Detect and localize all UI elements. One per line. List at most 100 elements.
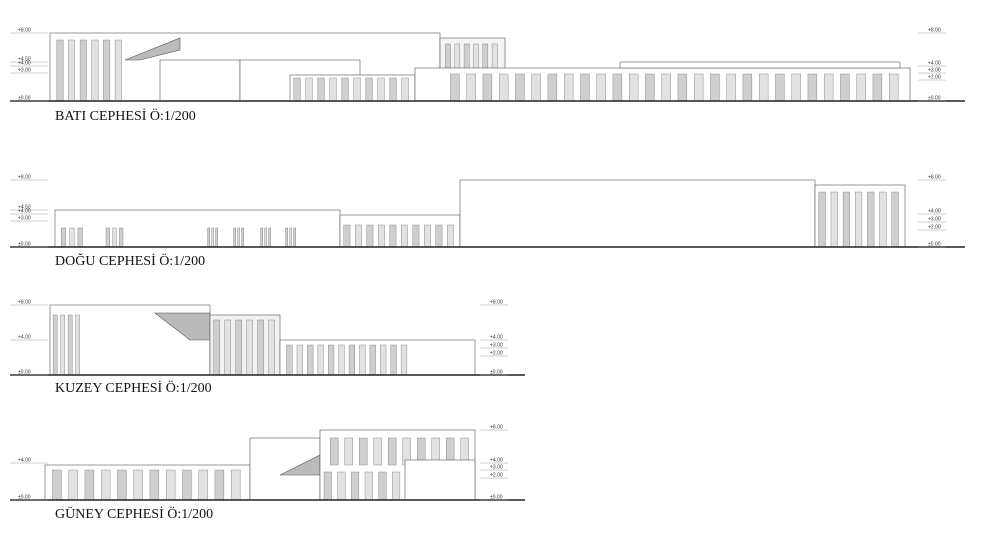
facade-panel bbox=[547, 73, 558, 102]
level-label: +3.00 bbox=[490, 464, 503, 470]
facade-panel bbox=[377, 77, 385, 102]
facade-panel bbox=[359, 344, 366, 376]
level-label: +8.00 bbox=[490, 424, 503, 430]
facade-panel bbox=[412, 224, 420, 248]
level-label: +8.00 bbox=[18, 174, 31, 180]
facade-panel bbox=[369, 344, 376, 376]
level-label: +2.00 bbox=[490, 472, 503, 478]
facade-panel bbox=[56, 39, 64, 102]
facade-panel bbox=[348, 344, 355, 376]
facade-panel bbox=[257, 319, 264, 376]
level-label: +8.00 bbox=[928, 27, 941, 33]
level-label: ±0.00 bbox=[928, 95, 941, 101]
facade-panel bbox=[338, 344, 345, 376]
elevation-title: DOĞU CEPHESİ Ö:1/200 bbox=[55, 252, 205, 269]
facade-panel bbox=[77, 227, 83, 248]
level-label: +2.00 bbox=[490, 350, 503, 356]
facade-block bbox=[404, 459, 476, 501]
facade-panel bbox=[872, 73, 883, 102]
facade-panel bbox=[482, 73, 493, 102]
facade-panel bbox=[380, 344, 387, 376]
facade-panel bbox=[105, 227, 110, 248]
level-label: +4.00 bbox=[490, 457, 503, 463]
facade-panel bbox=[91, 39, 99, 102]
facade-panel bbox=[378, 471, 387, 501]
facade-panel bbox=[450, 73, 460, 102]
level-label: ±0.00 bbox=[928, 241, 941, 247]
facade-panel bbox=[596, 73, 606, 102]
facade-panel bbox=[364, 471, 373, 501]
facade-panel bbox=[373, 437, 382, 466]
facade-panel bbox=[213, 319, 220, 376]
level-label: +4.00 bbox=[18, 457, 31, 463]
facade-panel bbox=[389, 77, 397, 102]
facade-panel bbox=[119, 227, 124, 248]
facade-panel bbox=[337, 471, 346, 501]
facade-panel bbox=[317, 77, 325, 102]
facade-panel bbox=[207, 227, 211, 248]
facade-panel bbox=[60, 314, 65, 376]
level-label: +4.00 bbox=[928, 208, 941, 214]
facade-panel bbox=[710, 73, 720, 102]
facade-panel bbox=[344, 437, 353, 466]
facade-panel bbox=[401, 224, 408, 248]
facade-panel bbox=[378, 224, 385, 248]
facade-panel bbox=[355, 224, 362, 248]
facade-panel bbox=[466, 73, 476, 102]
facade-panel bbox=[79, 39, 87, 102]
facade-panel bbox=[235, 319, 242, 376]
facade-panel bbox=[52, 469, 62, 501]
facade-panel bbox=[264, 227, 268, 248]
facade-panel bbox=[323, 471, 332, 501]
level-label: +3.00 bbox=[490, 342, 503, 348]
facade-panel bbox=[230, 469, 241, 501]
facade-panel bbox=[400, 344, 408, 376]
facade-panel bbox=[293, 77, 301, 102]
level-label: +8.00 bbox=[18, 27, 31, 33]
level-label: +2.00 bbox=[928, 224, 941, 230]
level-label: +3.00 bbox=[928, 67, 941, 73]
facade-panel bbox=[296, 344, 303, 376]
facade-panel bbox=[198, 469, 208, 501]
facade-panel bbox=[268, 227, 272, 248]
facade-panel bbox=[317, 344, 324, 376]
facade-panel bbox=[879, 191, 887, 248]
facade-panel bbox=[182, 469, 192, 501]
facade-panel bbox=[677, 73, 688, 102]
facade-block bbox=[209, 314, 281, 376]
level-label: +4.00 bbox=[18, 60, 31, 66]
facade-panel bbox=[329, 437, 339, 466]
facade-panel bbox=[52, 314, 58, 376]
facade-panel bbox=[855, 191, 863, 248]
facade-panel bbox=[807, 73, 818, 102]
facade-panel bbox=[424, 224, 431, 248]
facade-panel bbox=[117, 469, 127, 501]
facade-panel bbox=[241, 227, 245, 248]
facade-panel bbox=[103, 39, 111, 102]
facade-panel bbox=[775, 73, 785, 102]
facade-panel bbox=[353, 77, 361, 102]
facade-panel bbox=[742, 73, 753, 102]
level-label: ±0.00 bbox=[18, 494, 31, 500]
facade-panel bbox=[293, 227, 297, 248]
facade-panel bbox=[112, 227, 117, 248]
facade-panel bbox=[305, 77, 313, 102]
facade-panel bbox=[329, 77, 337, 102]
level-label: ±0.00 bbox=[18, 369, 31, 375]
facade-panel bbox=[211, 227, 215, 248]
facade-panel bbox=[69, 227, 75, 248]
facade-block bbox=[159, 59, 241, 102]
facade-panel bbox=[286, 344, 293, 376]
facade-panel bbox=[100, 469, 111, 501]
facade-panel bbox=[435, 224, 443, 248]
facade-panel bbox=[390, 344, 397, 376]
facade-panel bbox=[447, 224, 454, 248]
facade-panel bbox=[389, 224, 397, 248]
facade-panel bbox=[758, 73, 769, 102]
facade-panel bbox=[856, 73, 866, 102]
level-label: ±0.00 bbox=[490, 369, 503, 375]
level-label: +4.00 bbox=[18, 208, 31, 214]
facade-panel bbox=[628, 73, 639, 102]
facade-panel bbox=[365, 77, 373, 102]
facade-panel bbox=[387, 437, 397, 466]
